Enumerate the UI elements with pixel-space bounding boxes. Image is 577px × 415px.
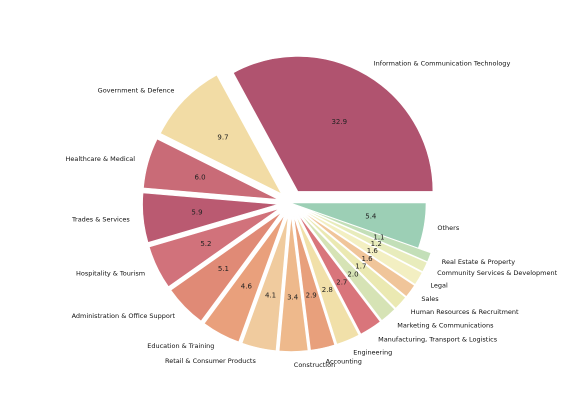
category-label-sales: Sales	[421, 295, 439, 303]
value-label-engineering: 2.8	[322, 286, 333, 294]
value-label-information-and-communication-technology: 32.9	[331, 118, 347, 126]
value-label-manufacturing-transport-and-logistics: 2.7	[336, 279, 347, 287]
pie-slice-legal	[302, 209, 423, 285]
pie-slice-hospitality-and-tourism	[148, 208, 280, 287]
value-label-real-estate-and-property: 1.1	[373, 234, 384, 242]
pie-slice-education-and-training	[203, 214, 285, 343]
category-label-retail-and-consumer-products: Retail & Consumer Products	[165, 357, 256, 365]
pie-slice-manufacturing-transport-and-logistics	[297, 214, 381, 335]
pie-slice-healthcare-and-medical	[143, 138, 279, 200]
value-label-hospitality-and-tourism: 5.2	[200, 240, 211, 248]
category-label-healthcare-and-medical: Healthcare & Medical	[65, 155, 135, 163]
category-label-government-and-defence: Government & Defence	[98, 87, 175, 95]
pie-category-labels: Information & Communication Technology Go…	[65, 60, 557, 369]
category-label-trades-and-services: Trades & Services	[71, 215, 130, 223]
category-label-real-estate-and-property: Real Estate & Property	[442, 258, 516, 266]
pie-slice-sales	[301, 210, 415, 297]
value-label-community-services-and-development: 1.2	[371, 240, 382, 248]
pie-slice-real-estate-and-property	[303, 207, 432, 262]
category-label-engineering: Engineering	[353, 349, 392, 357]
value-label-trades-and-services: 5.9	[191, 208, 202, 216]
category-label-marketing-and-communications: Marketing & Communications	[397, 321, 494, 329]
value-label-construction: 3.4	[287, 293, 299, 301]
pie-slice-accounting	[293, 216, 336, 351]
category-label-human-resources-and-recruitment: Human Resources & Recruitment	[411, 308, 519, 316]
pie-slice-community-services-and-development	[303, 208, 428, 273]
pie-slice-administration-and-office-support	[170, 212, 282, 322]
category-label-manufacturing-transport-and-logistics: Manufacturing, Transport & Logistics	[378, 336, 498, 344]
category-label-information-and-communication-technology: Information & Communication Technology	[374, 60, 511, 68]
pie-slice-retail-and-consumer-products	[241, 216, 289, 351]
value-label-administration-and-office-support: 5.1	[218, 265, 229, 273]
category-label-hospitality-and-tourism: Hospitality & Tourism	[76, 269, 145, 277]
value-label-healthcare-and-medical: 6.0	[194, 173, 205, 181]
value-label-marketing-and-communications: 2.0	[347, 270, 358, 278]
value-label-education-and-training: 4.6	[241, 282, 253, 290]
pie-slice-engineering	[295, 215, 360, 345]
pie-slice-trades-and-services	[142, 192, 278, 243]
value-label-sales: 1.6	[361, 255, 373, 263]
value-label-human-resources-and-recruitment: 1.7	[355, 263, 366, 271]
category-label-accounting: Accounting	[326, 357, 362, 365]
category-label-others: Others	[437, 224, 459, 232]
value-label-retail-and-consumer-products: 4.1	[265, 291, 276, 299]
category-label-administration-and-office-support: Administration & Office Support	[72, 312, 176, 320]
pie-slice-others	[290, 202, 427, 249]
category-label-community-services-and-development: Community Services & Development	[437, 269, 558, 277]
category-label-legal: Legal	[430, 282, 448, 290]
pie-slice-marketing-and-communications	[299, 212, 396, 321]
pie-slice-human-resources-and-recruitment	[300, 211, 406, 309]
pie-slice-construction	[278, 216, 309, 352]
value-label-legal: 1.6	[367, 247, 379, 255]
pie-value-labels: 32.9 9.7 6.0 5.9 5.2 5.1 4.6 4.1 3.4 2.9 2.82.72.0…	[191, 118, 384, 302]
value-label-government-and-defence: 9.7	[217, 133, 228, 141]
pie-slice-government-and-defence	[160, 74, 283, 195]
pie-slice-information-and-communication-technology	[232, 56, 434, 192]
category-label-construction: Construction	[294, 361, 335, 369]
value-label-accounting: 2.9	[306, 291, 317, 299]
value-label-others: 5.4	[365, 213, 377, 221]
pie-slices	[142, 56, 434, 352]
category-label-education-and-training: Education & Training	[147, 342, 214, 350]
